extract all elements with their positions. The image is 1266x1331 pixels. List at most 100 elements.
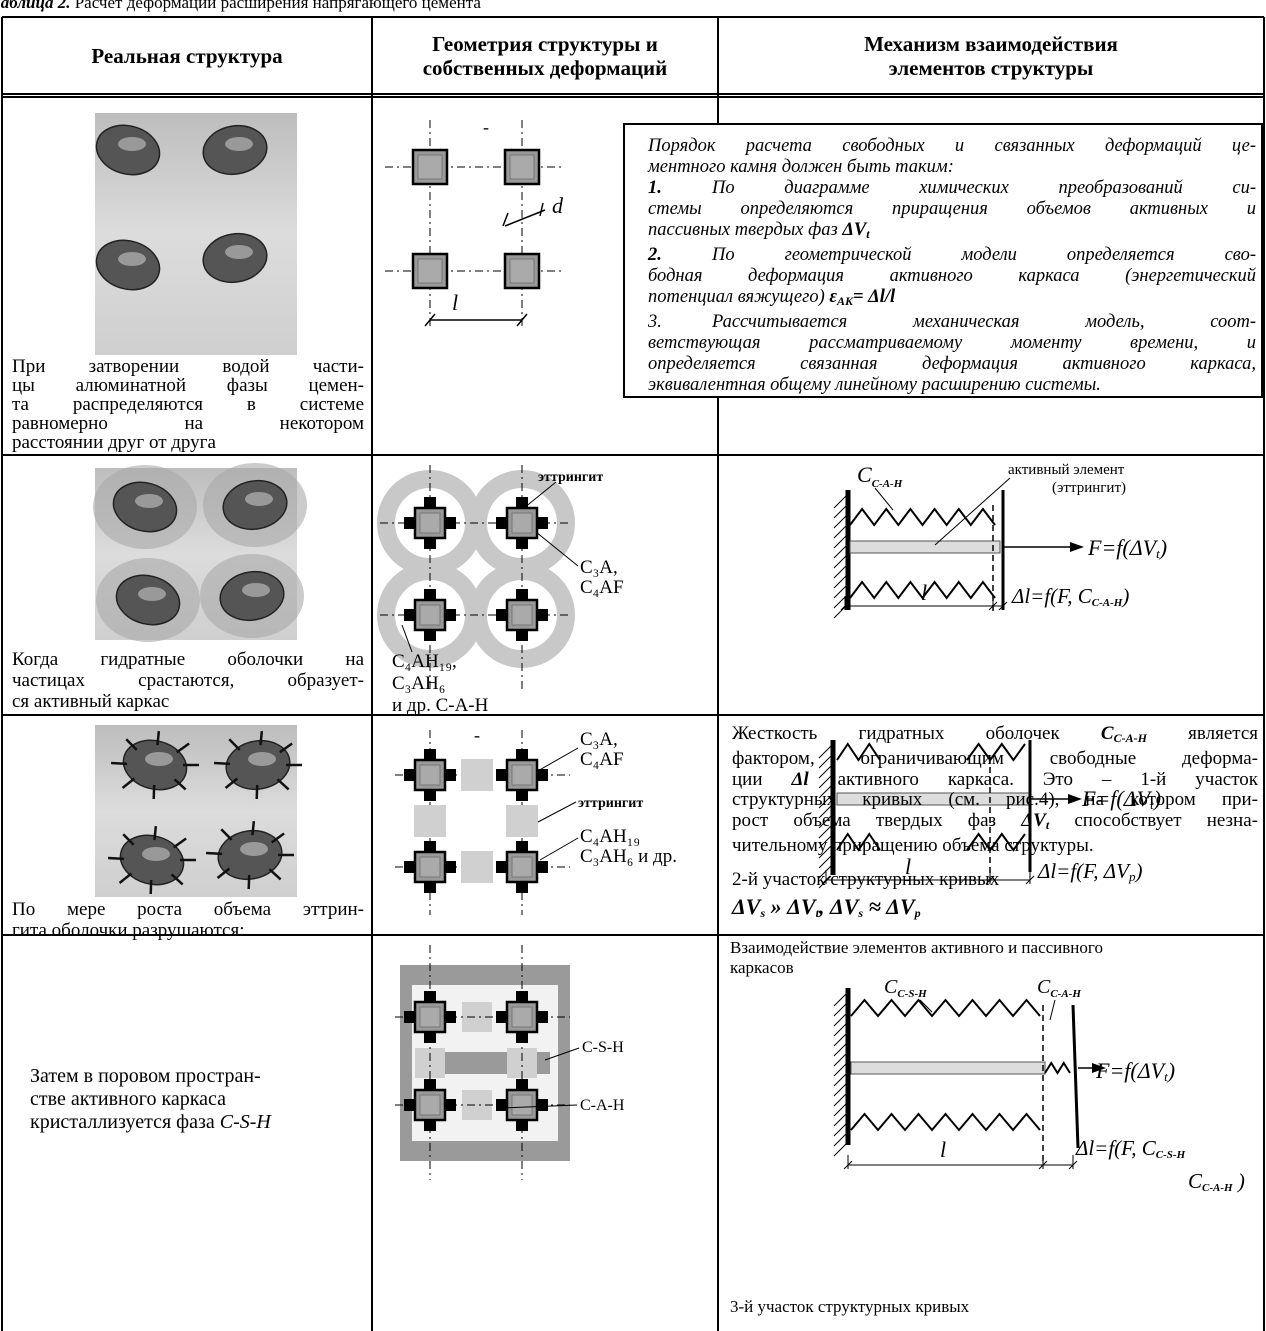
header: Реальная структура	[2, 17, 372, 95]
text: Δl=f(F, C	[1011, 584, 1093, 608]
line	[821, 875, 831, 885]
header-line: собственных деформаций	[422, 56, 668, 80]
text: кристаллизуется фаза	[30, 1111, 215, 1133]
label: l	[940, 1137, 946, 1162]
symbol: ε	[829, 287, 837, 307]
text: C	[857, 462, 872, 487]
nub	[496, 609, 508, 621]
text: F=f(ΔV	[1087, 535, 1159, 560]
text: C-A-H	[1202, 1182, 1233, 1194]
line: Когда гидратные оболочки на	[12, 649, 364, 670]
nub	[516, 589, 528, 601]
line	[833, 1043, 847, 1057]
nub	[404, 769, 416, 781]
caption-label: Таблица 2.	[0, 0, 71, 12]
label: эттрингит	[538, 470, 603, 485]
note: Порядок расчета свободных и связанных де…	[648, 136, 1256, 396]
line	[833, 555, 847, 569]
line: 3. Рассчитывается механическая модель, со…	[648, 312, 1256, 333]
particle-core	[509, 154, 535, 180]
text: пассивных твердых фаз	[648, 220, 838, 240]
particle-highlight	[142, 847, 170, 861]
line	[818, 775, 832, 789]
description: При затворении водой части- цы алюминатн…	[12, 357, 364, 452]
line: Порядок расчета свободных и связанных де…	[648, 136, 1256, 156]
line	[833, 993, 847, 1007]
line: 2-й участок структурных кривых	[732, 869, 1000, 890]
line: кристаллизуется фаза C-S-H	[30, 1111, 360, 1134]
particle-core	[511, 856, 533, 878]
caption: Таблица 2. Расчет деформации расширения …	[0, 0, 481, 13]
active-element	[850, 1061, 1046, 1075]
crystal	[111, 761, 128, 766]
spring	[849, 507, 996, 527]
crystal	[173, 778, 187, 791]
label: C₃AH₆	[392, 673, 445, 694]
particle-highlight	[225, 137, 253, 151]
line	[818, 805, 832, 819]
nub	[424, 537, 436, 549]
diagrams	[377, 120, 1106, 1180]
nub	[424, 1031, 436, 1043]
crystal	[216, 867, 231, 879]
arrow-head	[1068, 794, 1082, 804]
particle-core	[511, 1094, 533, 1116]
line	[833, 1093, 847, 1107]
text: рост объема твердых фаз	[732, 810, 1022, 832]
line	[833, 1023, 847, 1037]
crystal	[172, 837, 187, 849]
nub	[536, 1099, 548, 1111]
label: C₄AF	[580, 749, 624, 770]
line	[502, 212, 509, 227]
particle-highlight	[240, 842, 268, 856]
line: рост объема твердых фаз ΔVt способствует…	[732, 810, 1258, 836]
line	[843, 1160, 853, 1170]
crystal	[251, 821, 256, 836]
spring	[966, 742, 1026, 762]
nub	[536, 609, 548, 621]
line	[833, 1003, 847, 1017]
crystal	[220, 828, 233, 841]
crystal	[175, 742, 190, 754]
crystal	[206, 851, 223, 856]
text: )	[1166, 1058, 1175, 1083]
nub	[424, 991, 436, 1003]
mechanism-text: 2-й участок структурных кривых ΔVs » ΔVt…	[732, 870, 1258, 923]
label: F=f(ΔVt)	[1081, 786, 1161, 812]
particle-core	[417, 154, 443, 180]
label: эттрингит	[578, 796, 643, 811]
line	[919, 999, 933, 1013]
line	[818, 865, 832, 879]
nub	[536, 861, 548, 873]
nub	[444, 517, 456, 529]
crystal	[270, 832, 285, 844]
line	[818, 835, 832, 849]
label: -	[474, 725, 480, 745]
particles	[93, 124, 307, 895]
nub	[496, 1011, 508, 1023]
line	[934, 477, 1011, 546]
line	[535, 747, 579, 773]
line	[833, 1013, 847, 1027]
nub	[516, 537, 528, 549]
crystal	[214, 761, 231, 766]
line	[833, 575, 847, 589]
particle-core	[419, 512, 441, 534]
line	[833, 525, 847, 539]
line	[874, 487, 894, 511]
line: При затворении водой части-	[12, 356, 364, 377]
label: C₃AH₆ и др.	[580, 846, 677, 867]
line	[818, 815, 832, 829]
spring	[849, 580, 996, 600]
line	[833, 505, 847, 519]
nub	[444, 609, 456, 621]
label: l	[921, 580, 927, 605]
text: Жесткость гидратных оболочек	[732, 723, 1101, 744]
text: C-A-H	[1050, 988, 1081, 1000]
label: F=f(ΔVt)	[1095, 1058, 1175, 1084]
label: C-S-H	[582, 1039, 624, 1056]
line	[833, 545, 847, 559]
line	[833, 515, 847, 529]
text: t	[815, 906, 819, 920]
label: (эттрингит)	[1052, 480, 1126, 496]
